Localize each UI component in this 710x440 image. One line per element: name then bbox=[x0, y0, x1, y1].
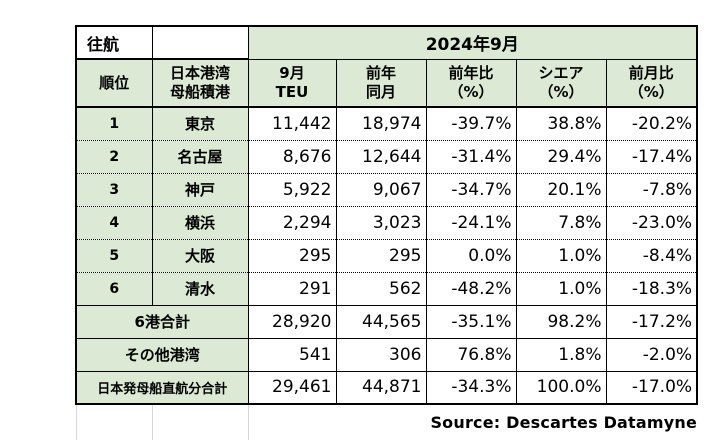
share-cell: 20.1% bbox=[516, 173, 607, 207]
total-label: 日本発母船直航分合計 bbox=[75, 371, 249, 405]
yoy-cell: -35.1% bbox=[426, 305, 517, 339]
prev-cell: 12,644 bbox=[336, 140, 427, 174]
yoy-cell: -34.7% bbox=[426, 173, 517, 207]
total-label: その他港湾 bbox=[75, 338, 249, 372]
mom-cell: -20.2% bbox=[606, 107, 699, 141]
teu-cell: 5,922 bbox=[248, 173, 337, 207]
col-share: シエア （%） bbox=[516, 59, 607, 108]
share-cell: 38.8% bbox=[516, 107, 607, 141]
table-row: 6 清水 291 562 -48.2% 1.0% -18.3% bbox=[75, 272, 699, 306]
mom-cell: -8.4% bbox=[606, 239, 699, 273]
source-note: Source: Descartes Datamyne bbox=[430, 413, 698, 432]
teu-cell: 541 bbox=[248, 338, 337, 372]
col-prev-year: 前年 同月 bbox=[336, 59, 427, 108]
rank-cell: 2 bbox=[75, 140, 153, 174]
table-row: 4 横浜 2,294 3,023 -24.1% 7.8% -23.0% bbox=[75, 206, 699, 240]
teu-cell: 29,461 bbox=[248, 371, 337, 405]
prev-cell: 18,974 bbox=[336, 107, 427, 141]
mom-cell: -17.4% bbox=[606, 140, 699, 174]
yoy-cell: -48.2% bbox=[426, 272, 517, 306]
prev-cell: 44,871 bbox=[336, 371, 427, 405]
yoy-cell: 0.0% bbox=[426, 239, 517, 273]
col-port: 日本港湾 母船積港 bbox=[152, 59, 249, 108]
yoy-cell: 76.8% bbox=[426, 338, 517, 372]
table-row: 1 東京 11,442 18,974 -39.7% 38.8% -20.2% bbox=[75, 107, 699, 141]
period-header: 2024年9月 bbox=[247, 25, 699, 60]
col-month-teu: 9月 TEU bbox=[248, 59, 337, 108]
share-cell: 1.0% bbox=[516, 272, 607, 306]
yoy-cell: -31.4% bbox=[426, 140, 517, 174]
share-cell: 98.2% bbox=[516, 305, 607, 339]
total-row: 日本発母船直航分合計 29,461 44,871 -34.3% 100.0% -… bbox=[75, 371, 699, 405]
teu-cell: 295 bbox=[248, 239, 337, 273]
table-row: 2 名古屋 8,676 12,644 -31.4% 29.4% -17.4% bbox=[75, 140, 699, 174]
blank-header-cell bbox=[152, 25, 249, 60]
table-row: 5 大阪 295 295 0.0% 1.0% -8.4% bbox=[75, 239, 699, 273]
prev-cell: 44,565 bbox=[336, 305, 427, 339]
port-cell: 清水 bbox=[152, 272, 249, 306]
teu-cell: 28,920 bbox=[248, 305, 337, 339]
prev-cell: 9,067 bbox=[336, 173, 427, 207]
port-cell: 名古屋 bbox=[152, 140, 249, 174]
col-yoy: 前年比 （%） bbox=[426, 59, 517, 108]
prev-cell: 295 bbox=[336, 239, 427, 273]
share-cell: 100.0% bbox=[516, 371, 607, 405]
mom-cell: -2.0% bbox=[606, 338, 699, 372]
teu-cell: 8,676 bbox=[248, 140, 337, 174]
port-cell: 東京 bbox=[152, 107, 249, 141]
yoy-cell: -39.7% bbox=[426, 107, 517, 141]
rank-cell: 5 bbox=[75, 239, 153, 273]
share-cell: 1.8% bbox=[516, 338, 607, 372]
mom-cell: -17.2% bbox=[606, 305, 699, 339]
mom-cell: -17.0% bbox=[606, 371, 699, 405]
yoy-cell: -34.3% bbox=[426, 371, 517, 405]
total-row: その他港湾 541 306 76.8% 1.8% -2.0% bbox=[75, 338, 699, 372]
teu-cell: 291 bbox=[248, 272, 337, 306]
prev-cell: 306 bbox=[336, 338, 427, 372]
share-cell: 29.4% bbox=[516, 140, 607, 174]
rank-cell: 3 bbox=[75, 173, 153, 207]
port-cell: 横浜 bbox=[152, 206, 249, 240]
direction-label: 往航 bbox=[75, 25, 153, 60]
prev-cell: 3,023 bbox=[336, 206, 427, 240]
mom-cell: -23.0% bbox=[606, 206, 699, 240]
col-mom: 前月比 （%） bbox=[606, 59, 699, 108]
share-cell: 1.0% bbox=[516, 239, 607, 273]
total-label: 6港合計 bbox=[75, 305, 249, 339]
total-row: 6港合計 28,920 44,565 -35.1% 98.2% -17.2% bbox=[75, 305, 699, 339]
teu-table: 往航 2024年9月 順位 日本港湾 母船積港 9月 TEU 前年 同月 前年比 （%）… bbox=[75, 25, 699, 440]
port-cell: 大阪 bbox=[152, 239, 249, 273]
prev-cell: 562 bbox=[336, 272, 427, 306]
share-cell: 7.8% bbox=[516, 206, 607, 240]
mom-cell: -18.3% bbox=[606, 272, 699, 306]
yoy-cell: -24.1% bbox=[426, 206, 517, 240]
table-row: 3 神戸 5,922 9,067 -34.7% 20.1% -7.8% bbox=[75, 173, 699, 207]
teu-cell: 11,442 bbox=[248, 107, 337, 141]
teu-cell: 2,294 bbox=[248, 206, 337, 240]
port-cell: 神戸 bbox=[152, 173, 249, 207]
rank-cell: 4 bbox=[75, 206, 153, 240]
col-rank: 順位 bbox=[75, 59, 153, 108]
rank-cell: 1 bbox=[75, 107, 153, 141]
rank-cell: 6 bbox=[75, 272, 153, 306]
mom-cell: -7.8% bbox=[606, 173, 699, 207]
